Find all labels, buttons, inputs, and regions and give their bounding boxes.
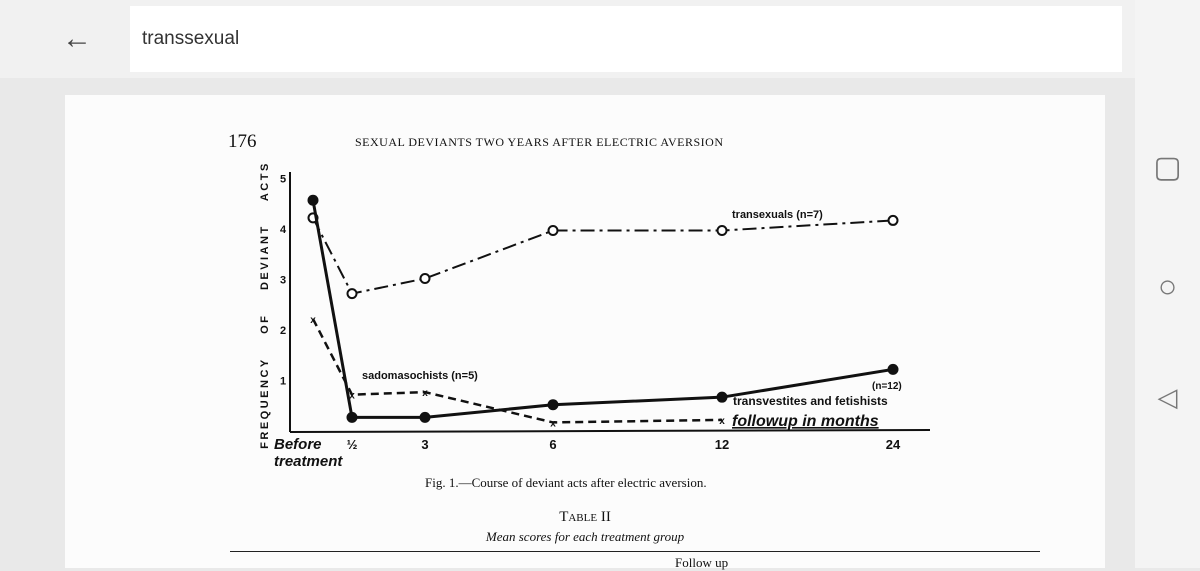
y-axis-label: FREQUENCY OF DEVIANT ACTS xyxy=(259,161,271,449)
data-point-x-marker: x xyxy=(310,315,316,326)
data-point-filled-circle xyxy=(307,194,319,206)
series-label-n: (n=12) xyxy=(872,381,902,392)
table-subtitle: Mean scores for each treatment group xyxy=(485,529,685,544)
navigation-bar: ▢ ○ ◁ xyxy=(1135,0,1200,568)
series-line xyxy=(311,199,894,419)
x-tick-label: 12 xyxy=(715,437,729,452)
series-line xyxy=(311,318,723,424)
running-head: SEXUAL DEVIANTS TWO YEARS AFTER ELECTRIC… xyxy=(355,135,724,149)
square-recents-icon[interactable]: ▢ xyxy=(1153,151,1182,184)
triangle-back-icon[interactable]: ◁ xyxy=(1157,382,1178,412)
data-point-x-marker: x xyxy=(719,416,725,427)
table-title: Table II xyxy=(559,509,611,525)
page-number: 176 xyxy=(228,131,257,152)
x-tick-label: 24 xyxy=(886,437,901,452)
arrow-left-icon[interactable]: ← xyxy=(62,22,92,55)
y-tick-label: 2 xyxy=(280,325,286,337)
data-point-filled-circle xyxy=(887,363,899,375)
x-axis xyxy=(289,429,931,433)
y-tick-label: 1 xyxy=(280,376,286,388)
data-point-x-marker: x xyxy=(550,418,556,429)
x-tick-label: 6 xyxy=(549,437,556,452)
data-point-filled-circle xyxy=(419,411,431,423)
series-line xyxy=(312,217,894,295)
y-tick-label: 4 xyxy=(280,224,287,236)
y-tick-label: 3 xyxy=(280,275,286,287)
series-label-transvestites: transvestites and fetishists xyxy=(733,394,888,408)
table-column-header: Follow up xyxy=(675,555,729,570)
series-label-transexuals: transexuals (n=7) xyxy=(732,209,823,221)
data-point-filled-circle xyxy=(716,391,728,403)
top-bar: ← transsexual xyxy=(0,0,1135,78)
data-point-filled-circle xyxy=(547,399,559,411)
document-page: 176 SEXUAL DEVIANTS TWO YEARS AFTER ELEC… xyxy=(65,95,1105,570)
data-point-x-marker: x xyxy=(422,388,428,399)
data-point-open-circle xyxy=(346,288,358,300)
search-input[interactable]: transsexual xyxy=(130,6,1122,72)
circle-home-icon[interactable]: ○ xyxy=(1157,268,1178,304)
data-point-filled-circle xyxy=(346,411,358,423)
x-tick-label: ½ xyxy=(347,437,358,452)
x-axis-label: followup in months xyxy=(732,413,879,430)
data-point-open-circle xyxy=(547,225,559,237)
x-tick-label: Before xyxy=(274,436,322,453)
x-tick-label: treatment xyxy=(274,453,343,470)
data-point-open-circle xyxy=(419,273,431,284)
data-point-x-marker: x xyxy=(349,391,355,402)
figure-caption: Fig. 1.—Course of deviant acts after ele… xyxy=(425,475,707,490)
x-tick-label: 3 xyxy=(421,437,428,452)
series-label-sadomasochists: sadomasochists (n=5) xyxy=(362,370,478,382)
y-tick-label: 5 xyxy=(280,174,286,186)
data-point-open-circle xyxy=(716,225,728,237)
data-point-open-circle xyxy=(887,214,899,226)
table-rule xyxy=(230,551,1040,552)
